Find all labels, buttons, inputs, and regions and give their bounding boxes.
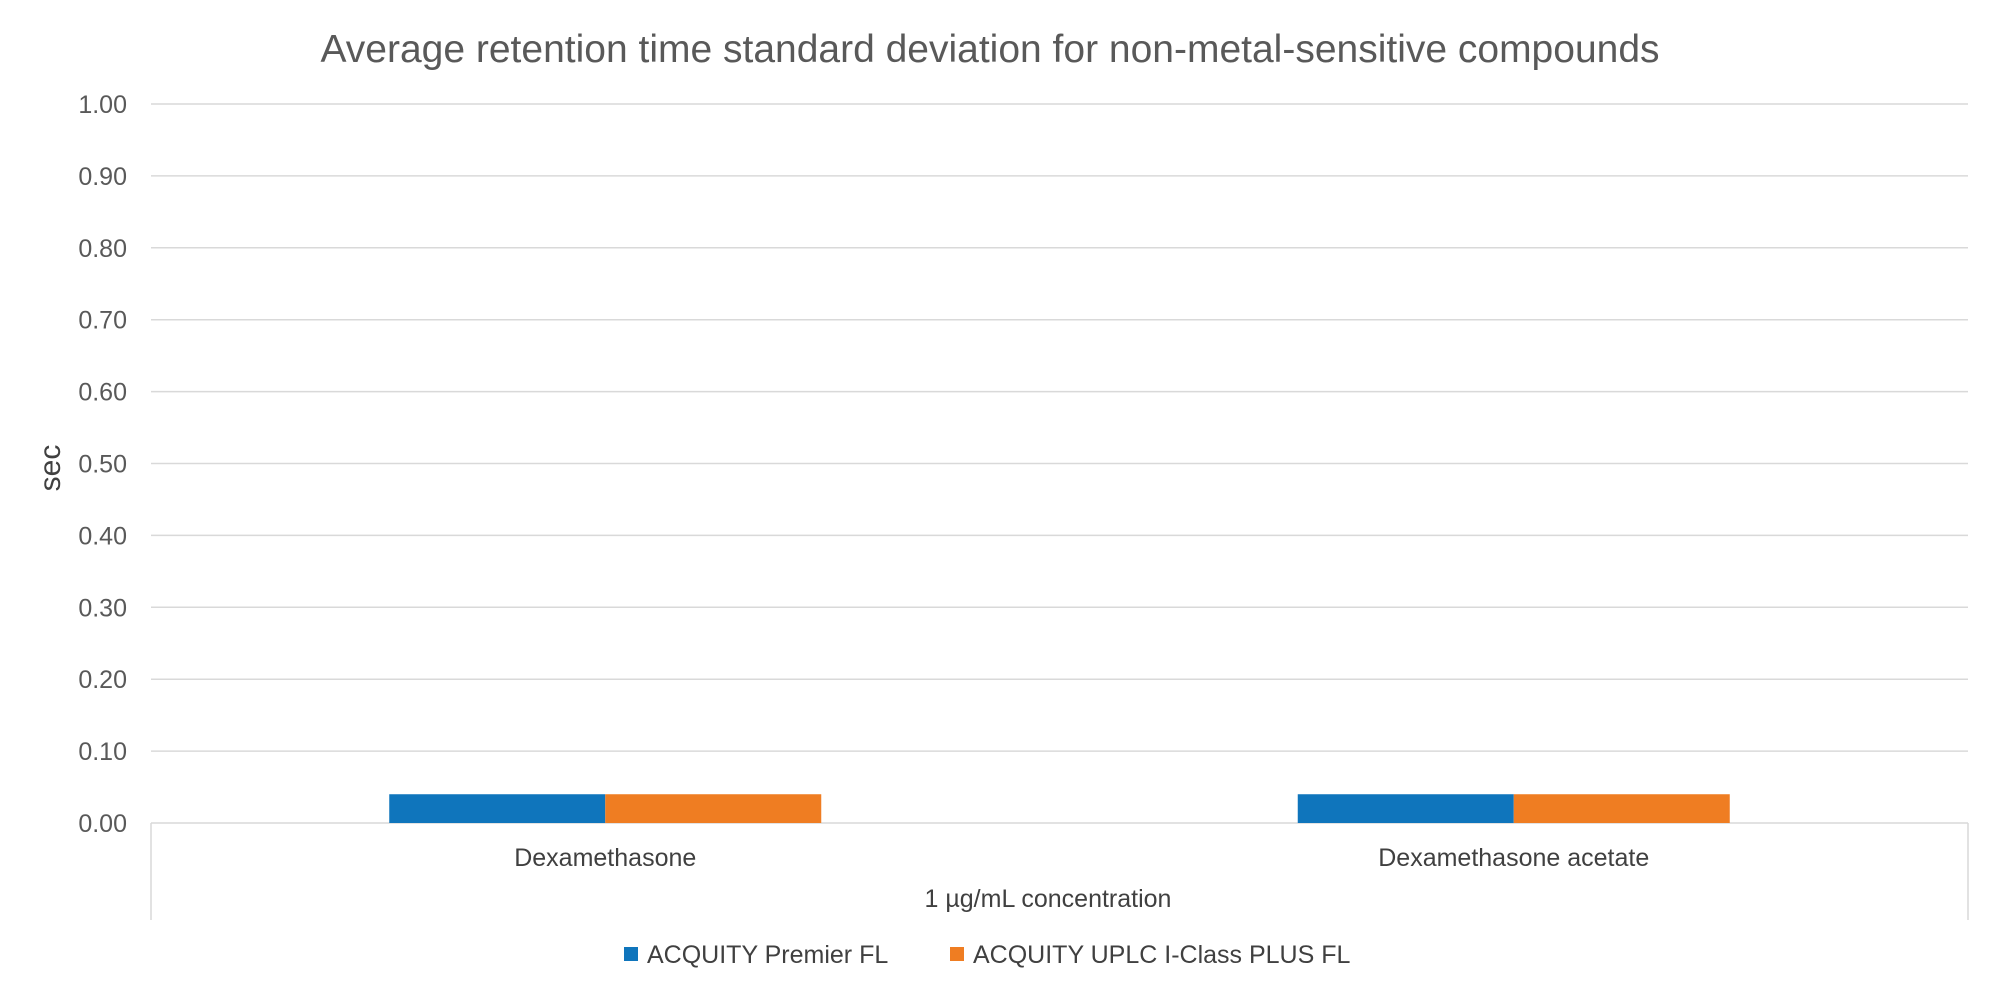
bar: [389, 794, 606, 823]
y-tick-label: 0.40: [78, 522, 127, 550]
legend-label: ACQUITY UPLC I-Class PLUS FL: [973, 941, 1351, 969]
legend-swatch: [624, 947, 638, 961]
gridlines: [151, 103, 1968, 752]
y-tick-label: 0.20: [78, 666, 127, 694]
y-tick-label: 0.30: [78, 594, 127, 622]
y-tick-label: 0.60: [78, 379, 127, 407]
chart-title: Average retention time standard deviatio…: [320, 28, 1659, 71]
y-tick-label: 1.00: [78, 91, 127, 119]
y-tick-label: 0.80: [78, 235, 127, 263]
y-tick-label: 0.50: [78, 451, 127, 479]
legend: ACQUITY Premier FL ACQUITY UPLC I-Class P…: [624, 941, 1351, 969]
bars: [389, 794, 1730, 823]
x-axis-label: 1 µg/mL concentration: [925, 885, 1172, 913]
legend-label: ACQUITY Premier FL: [647, 941, 888, 969]
bar: [1297, 794, 1514, 823]
bar: [1513, 794, 1730, 823]
bar: [605, 794, 822, 823]
x-category-label: Dexamethasone acetate: [1378, 844, 1649, 872]
y-tick-label: 0.10: [78, 738, 127, 766]
y-tick-label: 0.00: [78, 810, 127, 838]
y-tick-label: 0.90: [78, 163, 127, 191]
x-axis-categories: Dexamethasone Dexamethasone acetate: [514, 844, 1649, 872]
legend-swatch: [950, 947, 964, 961]
y-axis-ticks: 0.00 0.10 0.20 0.30 0.40 0.50 0.60 0.70 0.80 0.90…: [78, 91, 127, 838]
x-category-label: Dexamethasone: [514, 844, 696, 872]
y-tick-label: 0.70: [78, 307, 127, 335]
y-axis-label: sec: [34, 445, 67, 492]
